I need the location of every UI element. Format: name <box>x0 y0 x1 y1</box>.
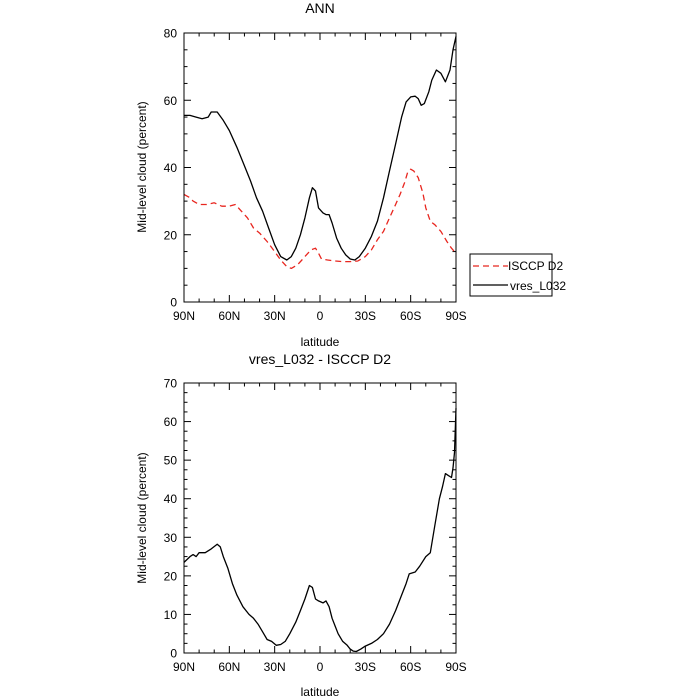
x-tick-label: 30N <box>264 660 286 674</box>
top-panel: ANN 90N 60N 30N 0 30S 60S 90S 0 20 40 60 80 latitud… <box>135 0 467 349</box>
y-tick-label: 70 <box>164 377 178 391</box>
series-line-vres-l032-isccp-d2 <box>183 408 457 653</box>
x-tick-label: 60S <box>400 309 421 323</box>
legend-box <box>469 253 553 297</box>
series-line-isccp-d2 <box>183 168 455 270</box>
x-tick-label: 30S <box>355 660 376 674</box>
y-tick-label: 30 <box>164 531 178 545</box>
y-tick-label: 40 <box>164 161 178 175</box>
x-tick-label: 30N <box>264 309 286 323</box>
y-tick-label: 10 <box>164 608 178 622</box>
y-tick-label: 50 <box>164 454 178 468</box>
y-tick-label: 20 <box>164 228 178 242</box>
x-tick-label: 90S <box>445 309 466 323</box>
x-tick-label: 90N <box>173 309 195 323</box>
x-tick-label: 60N <box>218 309 240 323</box>
legend: ISCCP D2 vres_L032 <box>469 253 566 297</box>
bottom-x-axis-label: latitude <box>301 685 340 699</box>
y-tick-label: 80 <box>164 27 178 41</box>
top-plot-frame <box>183 32 457 303</box>
y-tick-label: 60 <box>164 415 178 429</box>
top-y-axis-label: Mid-level cloud (percent) <box>135 101 149 232</box>
x-tick-label: 90S <box>445 660 466 674</box>
top-plot-area: 90N 60N 30N 0 30S 60S 90S 0 20 40 60 80 <box>164 27 467 324</box>
x-tick-label: 30S <box>355 309 376 323</box>
top-chart-title: ANN <box>305 0 335 16</box>
bottom-y-axis-label: Mid-level cloud (percent) <box>135 452 149 583</box>
legend-label-isccp-d2: ISCCP D2 <box>508 259 563 273</box>
top-x-axis-label: latitude <box>301 335 340 349</box>
y-tick-label: 0 <box>170 647 177 661</box>
y-tick-label: 0 <box>170 296 177 310</box>
y-tick-label: 20 <box>164 569 178 583</box>
x-tick-label: 0 <box>317 660 324 674</box>
bottom-panel: vres_L032 - ISCCP D2 90N 60N 30N 0 30S 60S 90S… <box>135 351 467 699</box>
x-tick-label: 90N <box>173 660 195 674</box>
bottom-plot-frame <box>183 382 457 654</box>
x-tick-label: 60S <box>400 660 421 674</box>
bottom-chart-title: vres_L032 - ISCCP D2 <box>249 351 391 367</box>
y-tick-label: 40 <box>164 492 178 506</box>
y-tick-label: 60 <box>164 94 178 108</box>
series-line-vres-l032 <box>184 36 457 261</box>
bottom-plot-area: 90N 60N 30N 0 30S 60S 90S 0 10 20 30 40 50 60 70 <box>164 377 467 675</box>
x-tick-label: 0 <box>317 309 324 323</box>
x-tick-label: 60N <box>218 660 240 674</box>
legend-label-vres-l032: vres_L032 <box>510 279 566 293</box>
